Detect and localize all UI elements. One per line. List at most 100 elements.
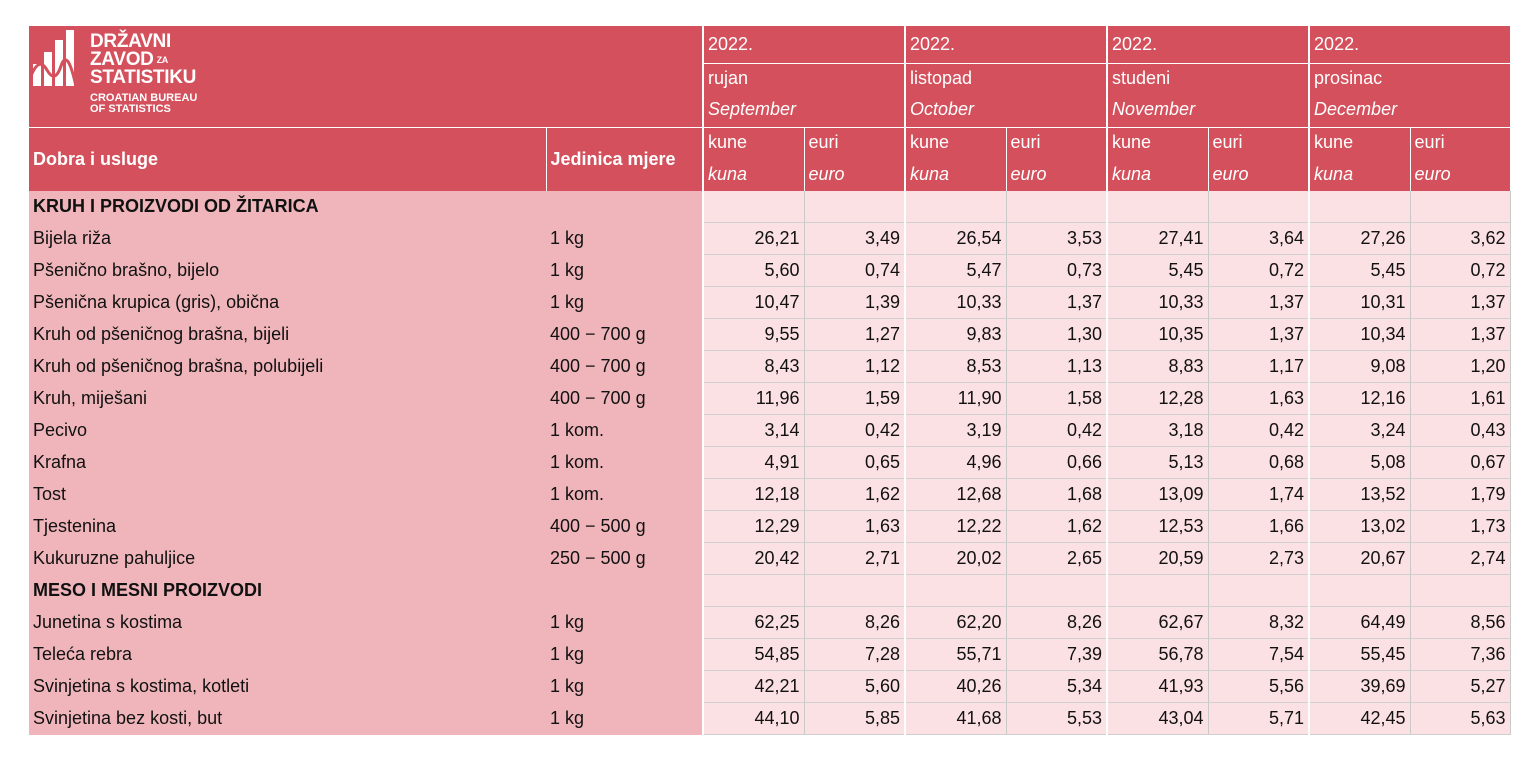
price-euro-cell: 1,30 [1006, 318, 1108, 351]
price-kuna-cell: 26,21 [702, 222, 805, 255]
logo-subtitle: CROATIAN BUREAU OF STATISTICS [90, 93, 197, 115]
price-euro-cell: 0,43 [1410, 414, 1511, 447]
month-en-dec: December [1308, 93, 1511, 128]
item-name: Tjestenina [29, 510, 546, 543]
price-euro-cell: 8,56 [1410, 606, 1511, 639]
price-kuna-cell: 9,55 [702, 318, 805, 351]
price-kuna-cell: 12,22 [904, 510, 1007, 543]
price-kuna-cell [904, 574, 1007, 607]
price-kuna-cell: 10,33 [1106, 286, 1209, 319]
price-kuna-cell: 12,68 [904, 478, 1007, 511]
item-unit: 400 − 500 g [546, 510, 703, 543]
currency-hr-kune: kune [904, 127, 1007, 158]
price-kuna-cell: 41,93 [1106, 670, 1209, 703]
price-kuna-cell [702, 191, 805, 223]
price-kuna-cell: 10,34 [1308, 318, 1411, 351]
price-kuna-cell: 55,45 [1308, 638, 1411, 671]
price-euro-cell: 1,63 [1208, 382, 1310, 415]
price-table: DRŽAVNI ZAVOD ZA STATISTIKU CROATIAN BURE… [29, 26, 1511, 735]
price-euro-cell [1006, 574, 1108, 607]
currency-en-euro: euro [1006, 158, 1108, 191]
price-kuna-cell [904, 191, 1007, 223]
price-kuna-cell: 11,90 [904, 382, 1007, 415]
price-kuna-cell: 20,67 [1308, 542, 1411, 575]
price-euro-cell: 3,53 [1006, 222, 1108, 255]
item-name: Bijela riža [29, 222, 546, 255]
table-header: DRŽAVNI ZAVOD ZA STATISTIKU CROATIAN BURE… [29, 26, 1511, 191]
price-euro-cell: 8,26 [1006, 606, 1108, 639]
price-kuna-cell: 42,45 [1308, 702, 1411, 735]
price-kuna-cell: 9,83 [904, 318, 1007, 351]
currency-en-euro: euro [1208, 158, 1310, 191]
price-euro-cell: 1,39 [804, 286, 906, 319]
price-kuna-cell: 8,53 [904, 350, 1007, 383]
price-euro-cell: 5,85 [804, 702, 906, 735]
item-unit: 1 kom. [546, 446, 703, 479]
currency-hr-kune: kune [702, 127, 805, 158]
price-euro-cell: 1,68 [1006, 478, 1108, 511]
year-header-oct: 2022. [904, 26, 1108, 64]
item-name: Kukuruzne pahuljice [29, 542, 546, 575]
currency-hr-euri: euri [1410, 127, 1511, 158]
logo-line-2: ZAVOD [90, 49, 154, 71]
price-euro-cell: 1,37 [1410, 286, 1511, 319]
price-euro-cell: 2,73 [1208, 542, 1310, 575]
currency-hr-kune: kune [1308, 127, 1411, 158]
price-euro-cell: 0,72 [1208, 254, 1310, 287]
currency-en-euro: euro [1410, 158, 1511, 191]
item-unit: 1 kg [546, 638, 703, 671]
section-title: MESO I MESNI PROIZVODI [29, 574, 546, 607]
item-unit: 1 kg [546, 606, 703, 639]
price-euro-cell: 1,13 [1006, 350, 1108, 383]
price-kuna-cell: 5,47 [904, 254, 1007, 287]
currency-hr-euri: euri [1006, 127, 1108, 158]
price-euro-cell: 0,73 [1006, 254, 1108, 287]
price-euro-cell: 7,39 [1006, 638, 1108, 671]
price-euro-cell: 0,72 [1410, 254, 1511, 287]
price-kuna-cell: 13,09 [1106, 478, 1209, 511]
item-unit: 1 kg [546, 702, 703, 735]
price-kuna-cell: 54,85 [702, 638, 805, 671]
price-euro-cell: 1,73 [1410, 510, 1511, 543]
item-unit: 1 kom. [546, 414, 703, 447]
price-kuna-cell: 8,83 [1106, 350, 1209, 383]
price-kuna-cell: 10,47 [702, 286, 805, 319]
price-kuna-cell: 12,29 [702, 510, 805, 543]
item-name: Svinjetina bez kosti, but [29, 702, 546, 735]
price-euro-cell: 1,37 [1208, 318, 1310, 351]
item-unit [546, 191, 703, 223]
month-en-sep: September [701, 93, 906, 128]
item-name: Svinjetina s kostima, kotleti [29, 670, 546, 703]
price-kuna-cell: 55,71 [904, 638, 1007, 671]
price-kuna-cell: 41,68 [904, 702, 1007, 735]
currency-hr-euri: euri [1208, 127, 1310, 158]
logo-sub-1: CROATIAN BUREAU [90, 92, 198, 104]
logo-sub-2: OF STATISTICS [90, 103, 171, 115]
price-kuna-cell: 39,69 [1308, 670, 1411, 703]
price-kuna-cell: 42,21 [702, 670, 805, 703]
price-kuna-cell: 64,49 [1308, 606, 1411, 639]
price-kuna-cell: 4,96 [904, 446, 1007, 479]
table-row: Bijela riža 1 kg 26,21 3,49 26,54 3,53 27,41 3,… [29, 222, 1511, 255]
price-euro-cell: 1,66 [1208, 510, 1310, 543]
price-kuna-cell: 13,52 [1308, 478, 1411, 511]
price-euro-cell: 0,67 [1410, 446, 1511, 479]
price-kuna-cell: 12,18 [702, 478, 805, 511]
price-kuna-cell: 12,28 [1106, 382, 1209, 415]
price-kuna-cell [1106, 574, 1209, 607]
currency-en-kuna: kuna [702, 158, 805, 191]
price-kuna-cell: 26,54 [904, 222, 1007, 255]
logo-line-1: DRŽAVNI [90, 31, 171, 52]
month-hr-nov: studeni [1106, 63, 1310, 93]
item-name: Pecivo [29, 414, 546, 447]
price-kuna-cell: 12,53 [1106, 510, 1209, 543]
table-row: Kukuruzne pahuljice 250 − 500 g 20,42 2,71 2… [29, 542, 1511, 575]
price-kuna-cell: 12,16 [1308, 382, 1411, 415]
price-euro-cell: 1,61 [1410, 382, 1511, 415]
price-euro-cell: 0,42 [1006, 414, 1108, 447]
price-euro-cell: 1,17 [1208, 350, 1310, 383]
item-name: Pšenična krupica (gris), obična [29, 286, 546, 319]
price-euro-cell: 5,27 [1410, 670, 1511, 703]
item-name: Krafna [29, 446, 546, 479]
dzs-logo: DRŽAVNI ZAVOD ZA STATISTIKU CROATIAN BURE… [29, 26, 229, 126]
